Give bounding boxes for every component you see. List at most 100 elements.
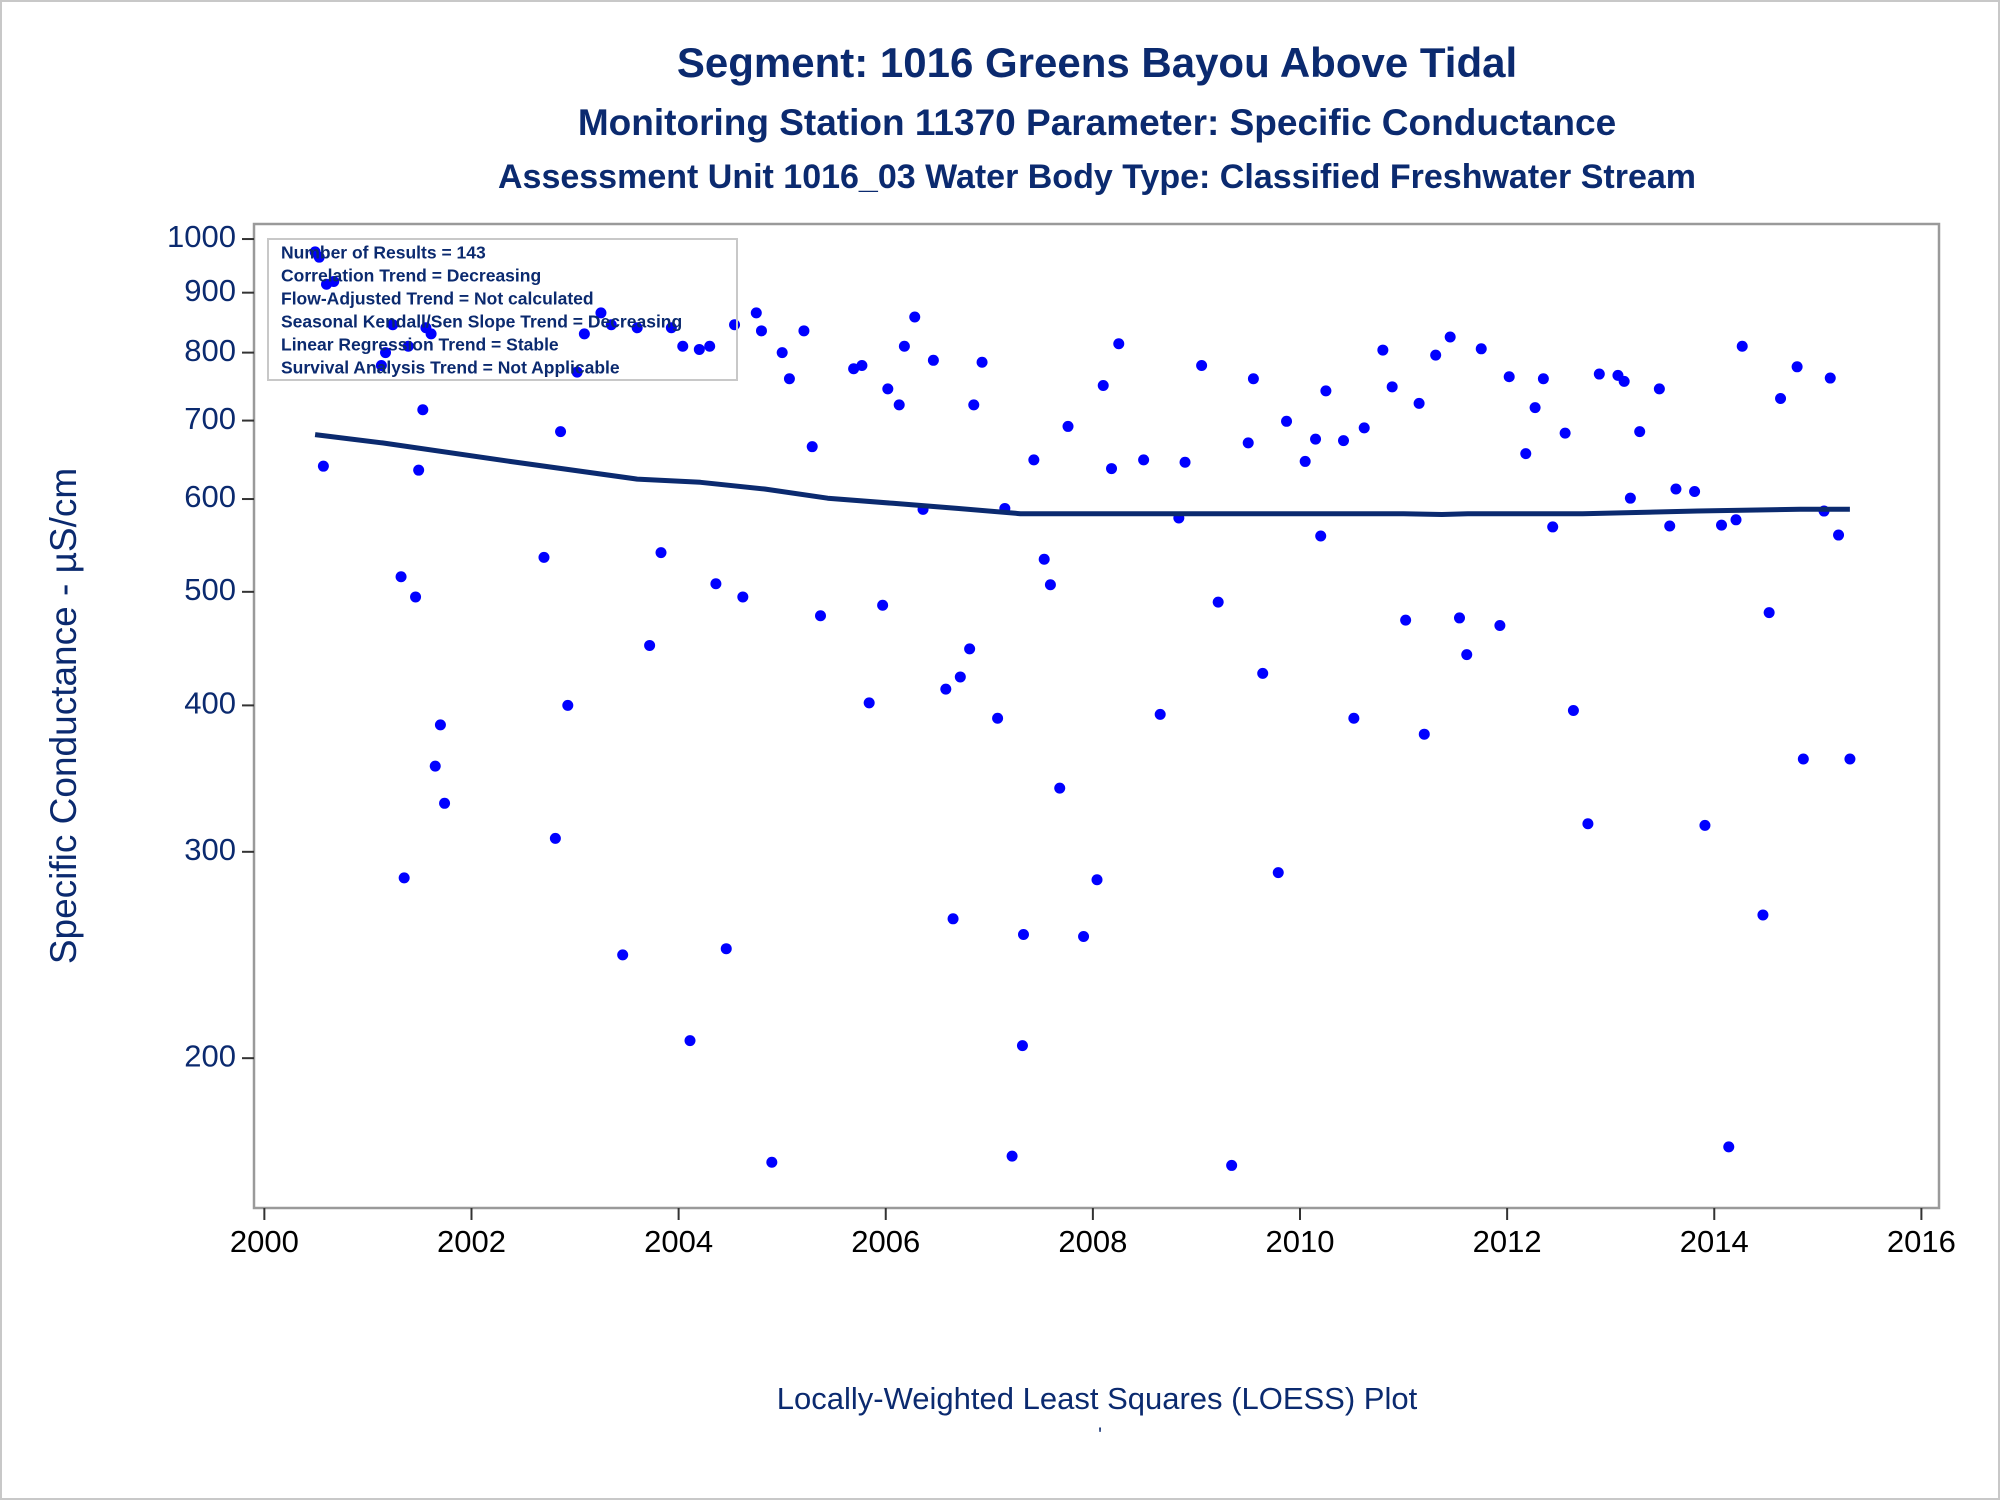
data-point — [1348, 712, 1360, 724]
y-tick-label: 600 — [184, 479, 236, 514]
annotation: Linear Regression Trend = Stable — [281, 335, 559, 355]
data-point — [1091, 874, 1103, 886]
data-point — [1377, 344, 1389, 356]
loess-line — [314, 432, 1850, 517]
data-point — [429, 760, 441, 772]
data-point — [1338, 435, 1350, 447]
data-point — [402, 340, 414, 352]
data-point — [1062, 420, 1074, 432]
data-point — [1503, 371, 1515, 383]
data-point — [410, 591, 422, 603]
data-point — [1797, 753, 1809, 765]
annotation: Number of Results = 143 — [281, 243, 486, 263]
data-point — [571, 366, 583, 378]
data-point — [1689, 485, 1701, 497]
x-tick-label: 2014 — [1680, 1224, 1749, 1259]
data-point — [1791, 361, 1803, 373]
data-point — [1400, 614, 1412, 626]
data-point — [605, 319, 617, 331]
data-point — [750, 307, 762, 319]
plot-area — [252, 222, 1941, 1210]
data-point — [684, 1035, 696, 1047]
data-point — [677, 340, 689, 352]
data-point — [1418, 728, 1430, 740]
data-point — [798, 325, 810, 337]
data-point — [1386, 381, 1398, 393]
data-point — [1699, 819, 1711, 831]
data-point — [1763, 607, 1775, 619]
data-point — [665, 322, 677, 334]
data-point — [1272, 867, 1284, 879]
annotation: Correlation Trend = Decreasing — [281, 266, 541, 286]
data-point — [1017, 929, 1029, 941]
y-tick-label: 800 — [184, 333, 236, 368]
y-axis-label: Specific Conductance - µS/cm — [43, 468, 84, 964]
data-point — [1212, 596, 1224, 608]
data-point — [578, 328, 590, 340]
data-point — [313, 251, 325, 263]
data-point — [882, 383, 894, 395]
x-tick-label: 2000 — [230, 1224, 299, 1259]
data-point — [1833, 529, 1845, 541]
data-point — [1593, 368, 1605, 380]
data-point — [856, 360, 868, 372]
data-point — [395, 571, 407, 583]
data-point — [595, 307, 607, 319]
data-point — [1582, 818, 1594, 830]
data-point — [1618, 375, 1630, 387]
annotation: Survival Analysis Trend = Not Applicable — [281, 358, 620, 378]
data-point — [375, 360, 387, 372]
data-point — [693, 343, 705, 355]
data-point — [387, 319, 399, 331]
data-point — [1310, 433, 1322, 445]
data-point — [755, 325, 767, 337]
data-point — [737, 591, 749, 603]
data-point — [1138, 454, 1150, 466]
data-point — [814, 610, 826, 622]
data-point — [1315, 530, 1327, 542]
x-tick-label: 2012 — [1473, 1224, 1542, 1259]
data-point — [766, 1156, 778, 1168]
data-point — [1006, 1150, 1018, 1162]
chart-subtitle: Monitoring Station 11370 Parameter: Spec… — [578, 102, 1616, 143]
data-point — [1634, 426, 1646, 438]
data-point — [631, 322, 643, 334]
data-point — [1028, 454, 1040, 466]
data-point — [417, 404, 429, 416]
data-point — [909, 311, 921, 323]
data-point — [947, 913, 959, 925]
footnote: Locally-Weighted Least Squares (LOESS) P… — [777, 1381, 1418, 1416]
data-point — [1179, 456, 1191, 468]
data-point — [328, 275, 340, 287]
data-point — [538, 551, 550, 563]
x-tick-label: 2008 — [1058, 1224, 1127, 1259]
data-point — [549, 832, 561, 844]
data-point — [776, 347, 788, 359]
data-point — [848, 363, 860, 375]
data-point — [1242, 437, 1254, 449]
data-point — [976, 356, 988, 368]
data-point — [877, 599, 889, 611]
data-point — [434, 719, 446, 731]
x-tick-label: 2016 — [1887, 1224, 1956, 1259]
data-point — [1529, 402, 1541, 414]
y-tick-label: 300 — [184, 832, 236, 867]
data-point — [720, 943, 732, 955]
data-point — [1358, 422, 1370, 434]
data-point — [1547, 521, 1559, 533]
data-point — [992, 712, 1004, 724]
data-point — [1044, 579, 1056, 591]
data-point — [1453, 612, 1465, 624]
data-point — [968, 399, 980, 411]
data-point — [927, 354, 939, 366]
data-point — [562, 699, 574, 711]
data-point — [783, 373, 795, 385]
chart-title: Segment: 1016 Greens Bayou Above Tidal — [677, 39, 1517, 86]
y-tick-label: 400 — [184, 686, 236, 721]
data-point — [898, 340, 910, 352]
data-point — [1038, 553, 1050, 565]
annotation-box — [267, 238, 738, 381]
data-point — [1537, 373, 1549, 385]
y-tick-label: 900 — [184, 273, 236, 308]
